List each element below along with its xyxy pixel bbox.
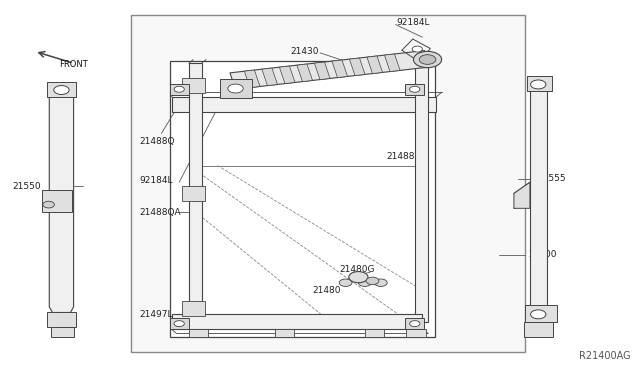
Circle shape bbox=[339, 279, 352, 286]
Circle shape bbox=[349, 272, 368, 283]
Circle shape bbox=[531, 310, 546, 319]
Polygon shape bbox=[244, 70, 260, 88]
Text: 21480G: 21480G bbox=[339, 265, 374, 274]
Circle shape bbox=[531, 80, 546, 89]
Polygon shape bbox=[415, 63, 428, 322]
Polygon shape bbox=[189, 166, 419, 329]
Circle shape bbox=[228, 84, 243, 93]
Circle shape bbox=[410, 86, 420, 92]
Text: 21550: 21550 bbox=[13, 182, 42, 190]
Polygon shape bbox=[51, 327, 74, 337]
Polygon shape bbox=[514, 182, 530, 208]
Text: 92184L: 92184L bbox=[397, 18, 430, 27]
Polygon shape bbox=[189, 329, 208, 337]
Polygon shape bbox=[182, 186, 205, 201]
Circle shape bbox=[358, 279, 371, 286]
Text: 21480: 21480 bbox=[312, 286, 341, 295]
Text: R21400AG: R21400AG bbox=[579, 351, 630, 361]
Text: 21488QA: 21488QA bbox=[140, 208, 181, 217]
Text: 21555: 21555 bbox=[538, 174, 566, 183]
Bar bbox=[527, 76, 552, 91]
Bar bbox=[405, 84, 424, 95]
Circle shape bbox=[413, 51, 442, 68]
Bar bbox=[405, 318, 424, 329]
Text: 92184L: 92184L bbox=[140, 176, 173, 185]
Polygon shape bbox=[189, 63, 202, 329]
Circle shape bbox=[419, 55, 436, 64]
Polygon shape bbox=[367, 56, 383, 74]
Polygon shape bbox=[524, 322, 553, 337]
Circle shape bbox=[410, 321, 420, 327]
Polygon shape bbox=[349, 58, 365, 76]
Circle shape bbox=[174, 321, 184, 327]
Bar bbox=[220, 79, 252, 98]
Bar bbox=[47, 82, 76, 97]
Text: 21488QB: 21488QB bbox=[386, 152, 428, 161]
Text: 21400: 21400 bbox=[528, 250, 557, 259]
Circle shape bbox=[412, 46, 422, 52]
Polygon shape bbox=[49, 91, 74, 312]
Text: 21430: 21430 bbox=[290, 47, 319, 56]
Polygon shape bbox=[230, 51, 430, 89]
Polygon shape bbox=[170, 61, 435, 337]
Polygon shape bbox=[275, 329, 294, 337]
Polygon shape bbox=[182, 78, 205, 93]
Polygon shape bbox=[332, 60, 348, 78]
Circle shape bbox=[54, 86, 69, 94]
Polygon shape bbox=[182, 301, 205, 316]
Bar bbox=[42, 190, 72, 212]
Circle shape bbox=[374, 279, 387, 286]
Circle shape bbox=[174, 86, 184, 92]
Polygon shape bbox=[530, 89, 547, 311]
Bar bbox=[170, 84, 189, 95]
Polygon shape bbox=[314, 62, 330, 80]
Circle shape bbox=[366, 277, 379, 285]
Polygon shape bbox=[297, 64, 312, 81]
Bar bbox=[525, 305, 557, 322]
Text: 21488Q: 21488Q bbox=[140, 137, 175, 146]
Bar bbox=[47, 312, 76, 327]
Bar bbox=[131, 15, 525, 352]
Circle shape bbox=[43, 201, 54, 208]
Bar bbox=[170, 318, 189, 329]
Text: 21497L: 21497L bbox=[140, 310, 173, 319]
Polygon shape bbox=[385, 54, 400, 71]
Polygon shape bbox=[172, 97, 436, 112]
Text: FRONT: FRONT bbox=[59, 60, 88, 69]
Polygon shape bbox=[280, 66, 295, 84]
Polygon shape bbox=[172, 314, 422, 329]
Polygon shape bbox=[406, 329, 426, 337]
Polygon shape bbox=[365, 329, 384, 337]
Polygon shape bbox=[262, 68, 278, 86]
